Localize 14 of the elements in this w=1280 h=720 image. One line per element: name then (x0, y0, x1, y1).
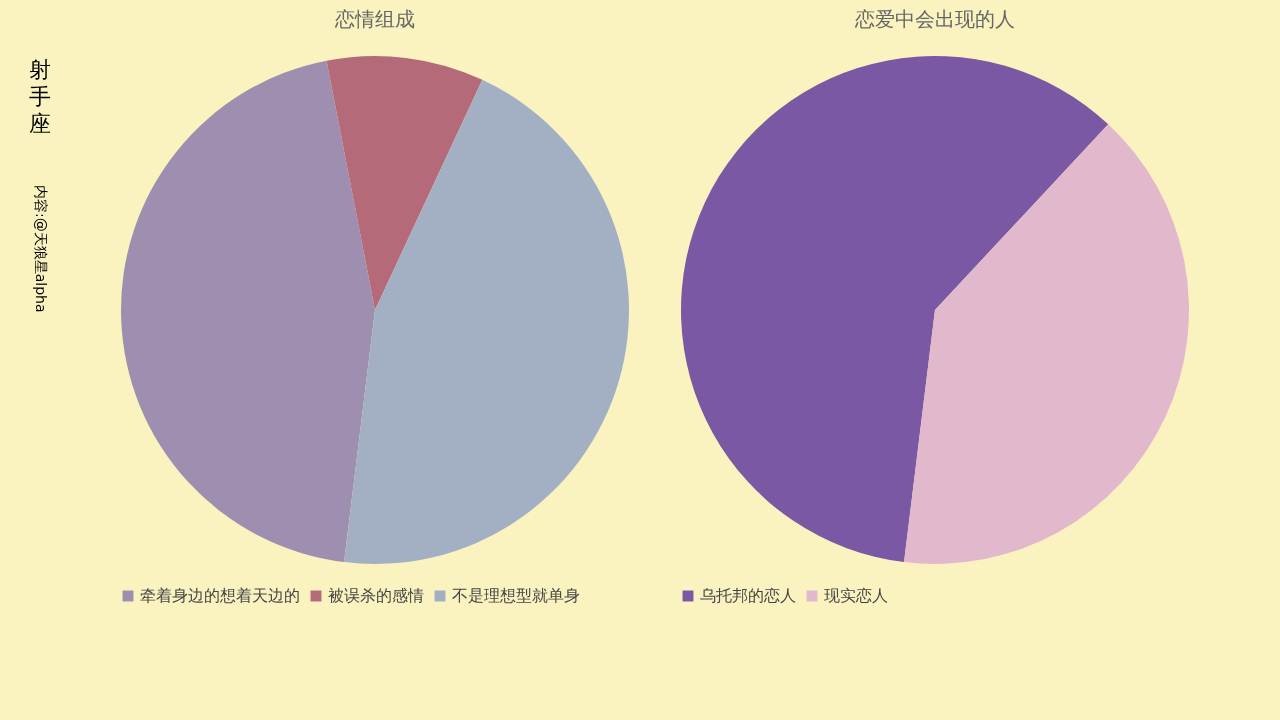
text: 内容:@天狼星alpha (33, 185, 49, 313)
pie-slice (344, 79, 629, 564)
pie-slice (326, 56, 483, 310)
chart-title: 恋爱中会出现的人 (854, 7, 1015, 31)
legend-label: 乌托邦的恋人 (700, 586, 796, 605)
text: 射手座 (29, 57, 51, 136)
pie-slice (121, 60, 375, 563)
pie-slice (681, 56, 1109, 563)
legend-label: 不是理想型就单身 (452, 586, 580, 605)
pie-slice (904, 124, 1189, 564)
legend-label: 被误杀的感情 (328, 586, 424, 605)
legend-label: 现实恋人 (824, 586, 888, 605)
chart-title: 恋情组成 (334, 7, 415, 31)
legend-label: 牵着身边的想着天边的 (140, 586, 300, 605)
